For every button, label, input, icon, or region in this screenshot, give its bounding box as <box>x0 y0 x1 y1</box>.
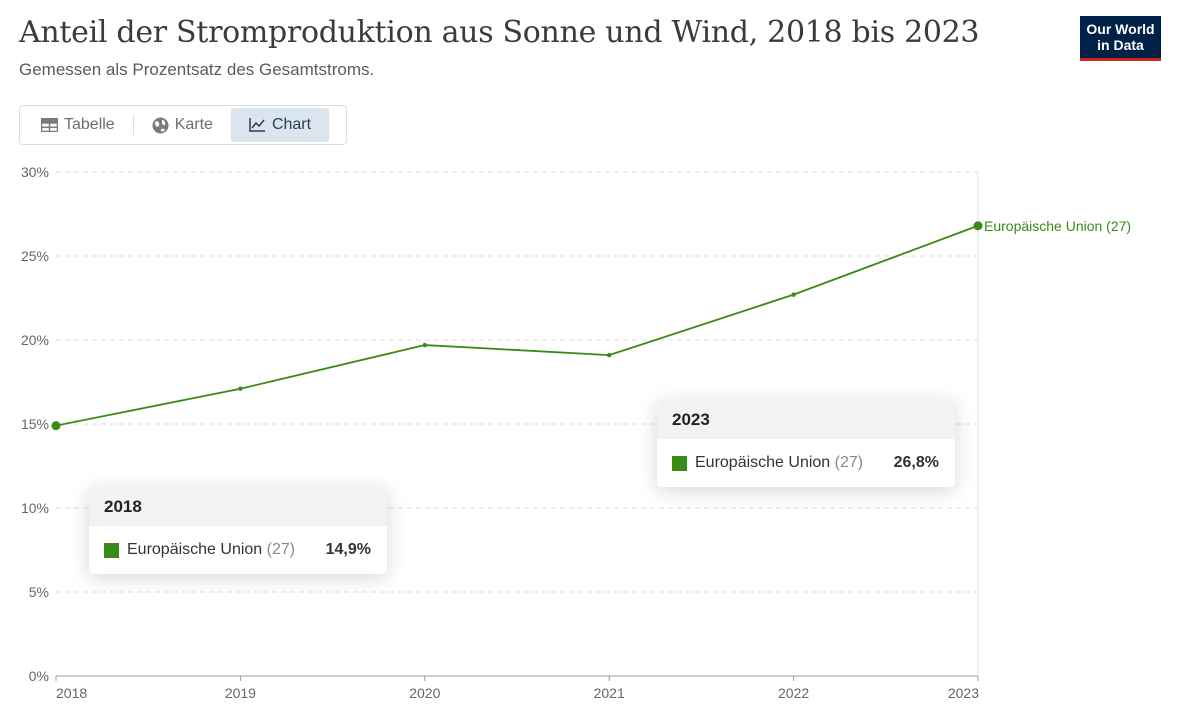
data-point <box>51 421 61 431</box>
data-point <box>238 386 243 391</box>
chart-title: Anteil der Stromproduktion aus Sonne und… <box>19 15 980 50</box>
tab-table[interactable]: Tabelle <box>23 108 133 142</box>
y-tick-label: 25% <box>21 248 49 264</box>
tooltip-2023: 2023 Europäische Union (27) 26,8% <box>657 400 955 487</box>
tab-map[interactable]: Karte <box>134 108 231 142</box>
tooltip-series-suffix: (27) <box>834 454 864 471</box>
tooltip-series-suffix: (27) <box>266 541 296 558</box>
chart-subtitle: Gemessen als Prozentsatz des Gesamtstrom… <box>19 60 375 79</box>
data-point <box>607 352 612 358</box>
x-tick-label: 2019 <box>225 685 256 701</box>
view-tabs: Tabelle Karte Chart <box>19 105 347 145</box>
tooltip-value: 14,9% <box>325 541 371 558</box>
owid-logo[interactable]: Our World in Data <box>1080 16 1161 61</box>
tab-chart[interactable]: Chart <box>230 108 330 142</box>
y-tick-label: 20% <box>21 332 49 348</box>
tooltip-year: 2023 <box>657 400 955 439</box>
x-tick-label: 2021 <box>594 685 625 701</box>
tooltip-2018: 2018 Europäische Union (27) 14,9% <box>89 487 387 574</box>
line-chart-icon <box>249 118 265 132</box>
x-tick-label: 2018 <box>56 685 87 701</box>
tooltip-series-label: Europäische Union <box>127 541 263 558</box>
tab-separator <box>132 115 134 135</box>
y-tick-label: 10% <box>21 500 49 516</box>
series-line <box>55 224 979 427</box>
x-tick-label: 2020 <box>409 685 440 701</box>
tooltip-series-label: Europäische Union <box>695 454 831 471</box>
tooltip-value: 26,8% <box>893 454 939 471</box>
data-point <box>422 342 427 348</box>
tooltip-series-name: Europäische Union (27) <box>127 541 310 559</box>
logo-line-2: in Data <box>1097 37 1144 53</box>
tooltip-series-name: Europäische Union (27) <box>695 454 878 472</box>
y-tick-label: 0% <box>29 668 49 684</box>
legend-swatch <box>104 542 119 558</box>
x-tick-label: 2023 <box>948 685 979 701</box>
tab-map-label: Karte <box>174 116 213 133</box>
y-tick-label: 5% <box>29 584 49 600</box>
legend-swatch <box>672 455 687 471</box>
tooltip-row: Europäische Union (27) 14,9% <box>89 526 387 574</box>
tooltip-year: 2018 <box>89 487 387 526</box>
y-tick-label: 30% <box>21 164 49 180</box>
x-tick-label: 2022 <box>778 685 809 701</box>
globe-icon <box>152 117 169 133</box>
logo-line-1: Our World <box>1086 21 1155 37</box>
data-point <box>973 221 983 231</box>
tab-chart-label: Chart <box>271 116 312 133</box>
series-end-label: Europäische Union (27) <box>984 218 1131 234</box>
tooltip-row: Europäische Union (27) 26,8% <box>657 439 955 487</box>
data-point <box>791 292 796 297</box>
y-tick-label: 15% <box>21 416 49 432</box>
tab-table-label: Tabelle <box>64 116 115 133</box>
table-icon <box>41 118 58 132</box>
